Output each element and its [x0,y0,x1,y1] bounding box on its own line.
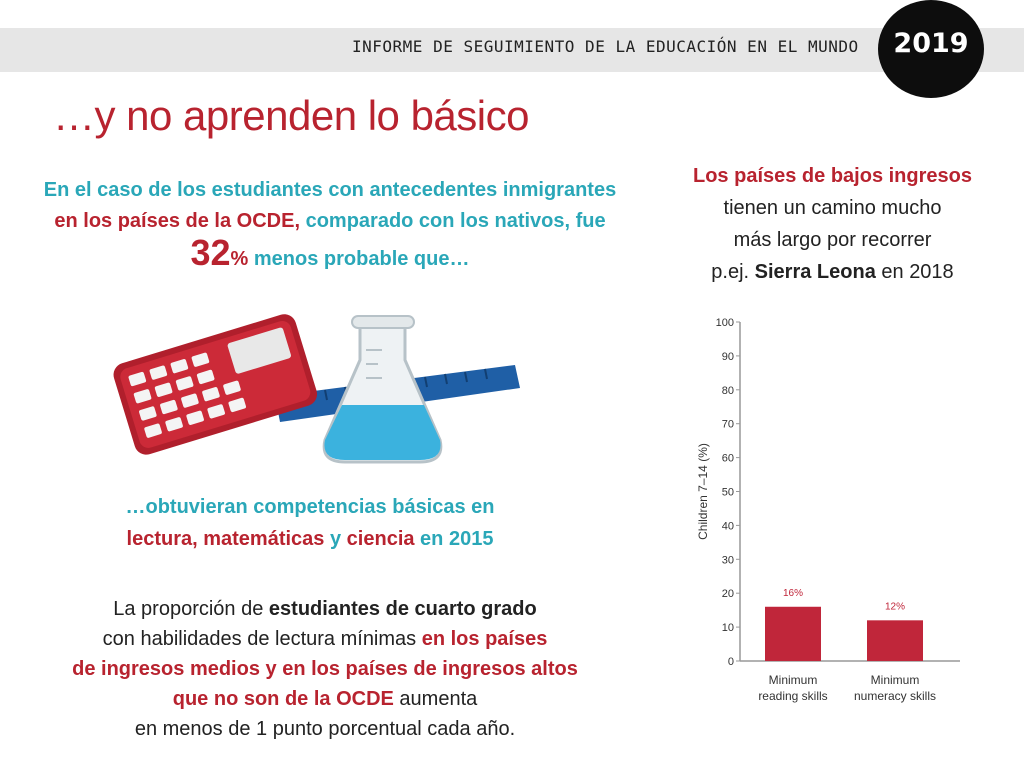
x-category-label: Minimum [871,673,920,687]
outcome-text-2: lectura, matemáticas [126,528,325,550]
calculator-icon [113,314,318,455]
right-text-1: Los países de bajos ingresos [693,165,972,187]
x-category-label: numeracy skills [854,689,936,703]
y-tick-label: 60 [722,453,734,465]
lead-text-3: comparado con los nativos, fue [300,210,606,232]
year-badge [878,0,984,98]
y-tick-label: 20 [722,588,734,600]
y-tick-label: 70 [722,419,734,431]
bottom-text-1a: La proporción de [113,598,269,620]
flask-icon [322,315,443,464]
outcome-text-4: ciencia [346,528,415,550]
y-tick-label: 0 [728,656,734,668]
right-text-4b: Sierra Leona [754,261,876,283]
bar-1 [765,606,821,661]
bottom-statement: La proporción de estudiantes de cuarto g… [20,594,630,744]
lead-percent-sign: % [230,248,249,270]
year-label: 2019 [893,28,969,59]
y-tick-label: 50 [722,487,734,499]
lead-big-number: 32 [190,232,231,273]
right-text-2: tienen un camino mucho [723,197,942,219]
outcome-statement: …obtuvieran competencias básicas en lect… [60,491,560,555]
y-tick-label: 30 [722,554,734,566]
bar-2 [867,620,923,661]
x-category-label: reading skills [758,689,827,703]
outcome-text-5: en 2015 [414,528,494,550]
y-tick-label: 10 [722,622,734,634]
illustration [113,314,520,464]
lead-text-4: menos probable que… [248,248,470,270]
bottom-text-2a: con habilidades de lectura mínimas [102,628,422,650]
right-text-3: más largo por recorrer [733,229,932,251]
right-text-4c: en 2018 [875,261,954,283]
x-category-label: Minimum [769,673,818,687]
y-tick-label: 40 [722,520,734,532]
bottom-text-3: de ingresos medios y en los países de in… [72,658,578,680]
lead-text-1: En el caso de los estudiantes con antece… [43,179,617,201]
report-title: INFORME DE SEGUIMIENTO DE LA EDUCACIÓN E… [352,37,859,56]
header-bar [0,28,1024,72]
bottom-text-4b: aumenta [393,688,478,710]
bottom-text-5: en menos de 1 punto porcentual cada año. [134,718,516,740]
bottom-text-2b: en los países [421,628,548,650]
lead-statement: En el caso de los estudiantes con antece… [20,175,640,275]
outcome-text-1: …obtuvieran competencias básicas en [125,496,495,518]
bottom-text-1b: estudiantes de cuarto grado [268,598,537,620]
y-axis-label: Children 7–14 (%) [696,443,710,540]
bottom-text-4a: que no son de la OCDE [172,688,394,710]
y-tick-label: 80 [722,385,734,397]
page-title: …y no aprenden lo básico [53,92,529,139]
data-label-2: 12% [885,601,905,612]
y-tick-label: 90 [722,351,734,363]
right-statement: Los países de bajos ingresos tienen un c… [660,160,1005,288]
right-text-4a: p.ej. [711,261,755,283]
lead-text-2: en los países de la OCDE, [54,210,301,232]
y-tick-label: 100 [716,317,734,329]
bar-chart: 0 10 20 30 40 50 60 70 80 90 100 Children 7–14 (%) 1… [696,317,960,703]
data-label-1: 16% [783,588,803,599]
outcome-text-3: y [324,528,347,550]
